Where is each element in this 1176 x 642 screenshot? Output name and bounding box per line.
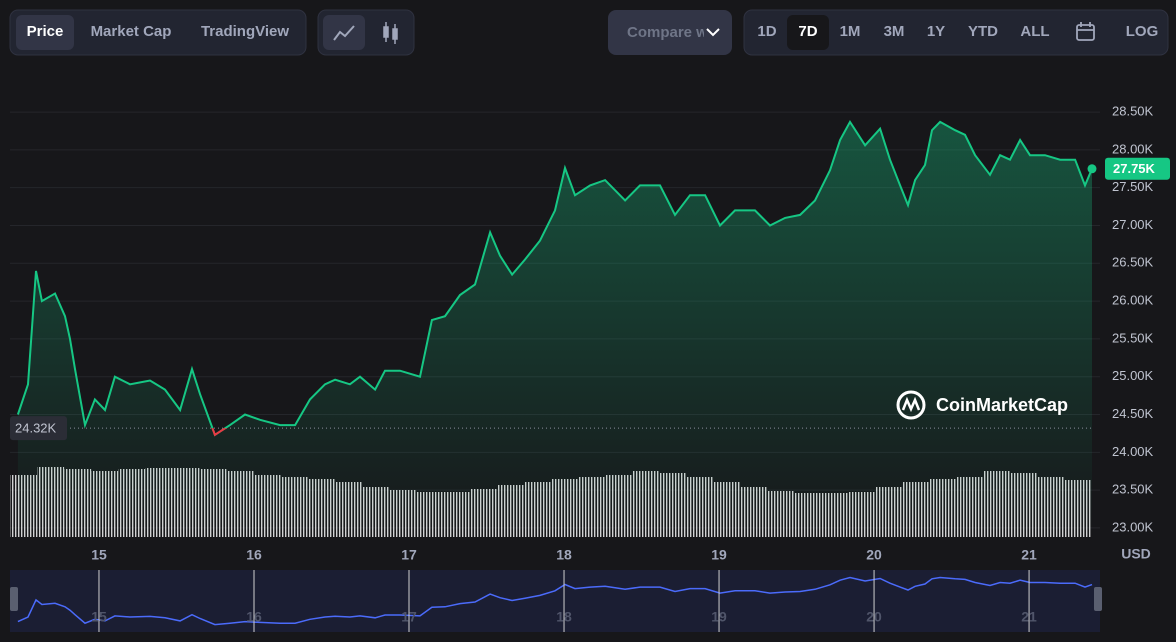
- range-button[interactable]: 1Y: [927, 23, 945, 40]
- tab-group: [9, 9, 307, 56]
- x-tick-label: 19: [711, 547, 727, 563]
- calendar-icon[interactable]: [1076, 22, 1095, 41]
- y-tick-label: 23.50K: [1112, 482, 1154, 497]
- line-button[interactable]: [323, 15, 365, 50]
- nav-handle[interactable]: [10, 587, 18, 611]
- x-tick-label: 17: [401, 547, 417, 563]
- range-button[interactable]: 1M: [840, 23, 861, 40]
- last-price-badge: [1105, 157, 1170, 180]
- y-tick-label: 26.50K: [1112, 255, 1154, 270]
- compare-label: Compare with: [627, 24, 726, 41]
- log-button[interactable]: LOG: [1126, 23, 1159, 40]
- nav-tick-label: 16: [246, 609, 262, 625]
- tab[interactable]: TradingView: [201, 23, 289, 40]
- price-area: [17, 121, 1092, 538]
- last-dot: [1087, 164, 1097, 174]
- open-price-label: 24.32K: [15, 421, 57, 436]
- nav-handle[interactable]: [1094, 587, 1102, 611]
- nav-tick-label: 17: [401, 609, 417, 625]
- currency-label: USD: [1121, 546, 1151, 562]
- navigator: [10, 570, 1100, 632]
- y-tick-label: 26.00K: [1112, 293, 1154, 308]
- range-active: [787, 15, 829, 50]
- last-price-label: 27.75K: [1113, 161, 1156, 176]
- chevron: [706, 28, 720, 37]
- brand-name: CoinMarketCap: [936, 395, 1068, 415]
- nav-tick-label: 20: [866, 609, 882, 625]
- x-tick-label: 21: [1021, 547, 1037, 563]
- y-tick-label: 24.50K: [1112, 406, 1154, 421]
- x-tick-label: 18: [556, 547, 572, 563]
- y-tick-label: 27.50K: [1112, 179, 1154, 194]
- compare-button[interactable]: [608, 10, 732, 55]
- open-price-badge: [10, 416, 67, 441]
- tab[interactable]: Price: [27, 23, 64, 40]
- range-button[interactable]: 3M: [884, 23, 905, 40]
- y-tick-label: 27.00K: [1112, 217, 1154, 232]
- nav-tick-label: 21: [1021, 609, 1037, 625]
- y-tick-label: 23.00K: [1112, 519, 1154, 534]
- range-button[interactable]: ALL: [1020, 23, 1049, 40]
- range-button[interactable]: 7D: [798, 23, 817, 40]
- x-tick-label: 16: [246, 547, 262, 563]
- y-tick-label: 28.50K: [1112, 104, 1154, 119]
- price-line: [16, 119, 1093, 437]
- x-tick-label: 15: [91, 547, 107, 563]
- tab[interactable]: Market Cap: [91, 23, 172, 40]
- y-tick-label: 28.00K: [1112, 141, 1154, 156]
- range-button[interactable]: 1D: [757, 23, 776, 40]
- nav-tick-label: 19: [711, 609, 727, 625]
- candle-icon[interactable]: [383, 22, 398, 44]
- range-group: [743, 9, 1169, 56]
- range-button[interactable]: YTD: [968, 23, 998, 40]
- y-tick-label: 25.50K: [1112, 330, 1154, 345]
- y-tick-label: 25.00K: [1112, 368, 1154, 383]
- x-tick-label: 20: [866, 547, 882, 563]
- line-icon: [333, 25, 355, 41]
- tab-active: [16, 15, 74, 50]
- y-tick-label: 24.00K: [1112, 444, 1154, 459]
- nav-tick-label: 18: [556, 609, 572, 625]
- brand: [896, 390, 926, 420]
- nav-tick-label: 15: [91, 609, 107, 625]
- nav-line: [17, 576, 1093, 626]
